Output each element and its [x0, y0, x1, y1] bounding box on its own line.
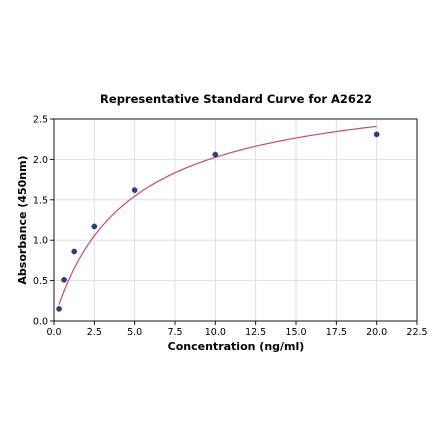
y-tick-label: 2.0	[33, 155, 48, 166]
x-axis-ticks: 0.0 2.5 5.0 7.5 10.0 12.5 15.0 17.5 20.0 22.5	[46, 321, 428, 338]
x-tick-label: 7.5	[167, 327, 182, 338]
x-tick-label: 22.5	[406, 327, 427, 338]
data-point	[212, 151, 219, 158]
axes	[53, 118, 418, 322]
fit-curve-layer	[58, 125, 377, 305]
x-tick-label: 0.0	[46, 327, 61, 338]
data-points	[56, 131, 380, 312]
x-tick-label: 12.5	[245, 327, 266, 338]
data-point	[56, 306, 62, 312]
x-tick-label: 2.5	[87, 327, 102, 338]
y-tick-label: 0.0	[33, 317, 48, 328]
data-point	[71, 248, 78, 255]
data-point	[91, 223, 98, 230]
y-tick-label: 0.5	[33, 276, 48, 287]
x-tick-label: 15.0	[285, 327, 306, 338]
x-tick-label: 17.5	[326, 327, 347, 338]
y-tick-label: 1.0	[33, 236, 48, 247]
data-point	[131, 187, 138, 193]
x-tick-label: 10.0	[205, 327, 226, 338]
chart-title: Representative Standard Curve for A2622	[100, 92, 372, 106]
data-point	[61, 276, 67, 283]
x-tick-label: 20.0	[366, 327, 387, 338]
fit-curve	[58, 125, 377, 305]
y-tick-label: 1.5	[33, 195, 48, 206]
x-axis-label: Concentration (ng/ml)	[168, 340, 305, 353]
plot-frame	[53, 118, 418, 322]
x-tick-label: 5.0	[127, 327, 142, 338]
data-point	[373, 131, 380, 138]
y-axis-label: Absorbance (450nm)	[16, 155, 29, 284]
grid	[53, 118, 418, 322]
y-axis-ticks: 0.0 0.5 1.0 1.5 2.0 2.5	[33, 115, 54, 328]
y-tick-label: 2.5	[33, 115, 48, 126]
